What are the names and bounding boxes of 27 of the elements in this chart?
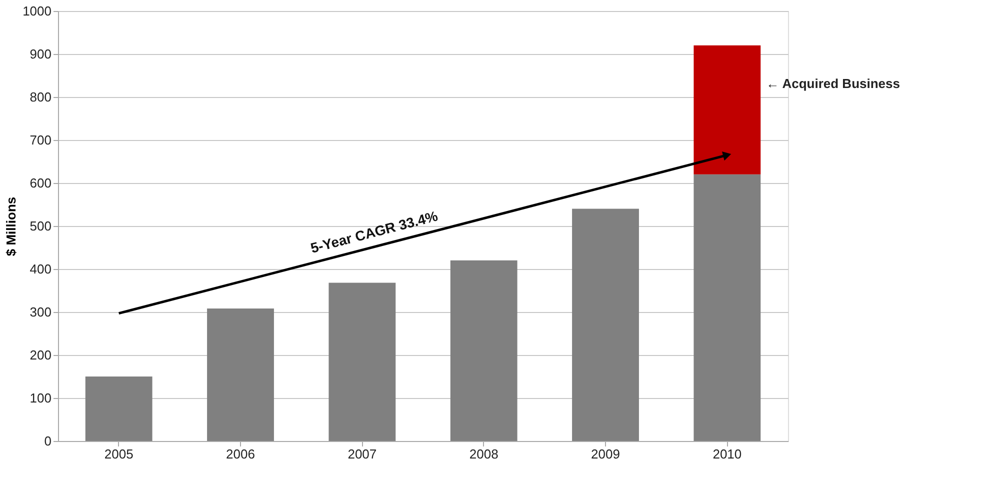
- y-tick-label: 500: [30, 218, 52, 234]
- bar: [85, 376, 152, 441]
- y-axis-title: $ Millions: [4, 196, 19, 256]
- x-tick-label: 2006: [226, 446, 255, 462]
- bar: [450, 260, 518, 441]
- y-tick-label: 800: [30, 90, 52, 104]
- x-tick-label: 2009: [591, 446, 620, 462]
- y-tick-label: 200: [30, 348, 52, 362]
- x-tick-label: 2010: [712, 446, 742, 462]
- y-tick-label: 400: [30, 262, 52, 276]
- bar: [572, 208, 639, 441]
- bar: [694, 45, 761, 174]
- y-tick-label: 900: [30, 46, 52, 62]
- y-tick-label: 700: [30, 132, 52, 148]
- y-tick-label: 600: [30, 176, 52, 190]
- x-tick-label: 2005: [104, 446, 134, 462]
- y-tick-label: 1000: [22, 4, 52, 18]
- y-tick-label: 0: [44, 434, 52, 448]
- y-tick-label: 300: [30, 304, 52, 320]
- bar: [694, 174, 761, 441]
- bar: [207, 308, 274, 441]
- annotation: 5-Year CAGR 33.4%: [308, 208, 440, 256]
- bar: [328, 282, 396, 441]
- x-tick-label: 2008: [469, 446, 498, 462]
- x-tick-label: 2007: [348, 446, 377, 462]
- y-tick-label: 100: [30, 390, 52, 406]
- annotation: ← Acquired Business: [766, 76, 900, 92]
